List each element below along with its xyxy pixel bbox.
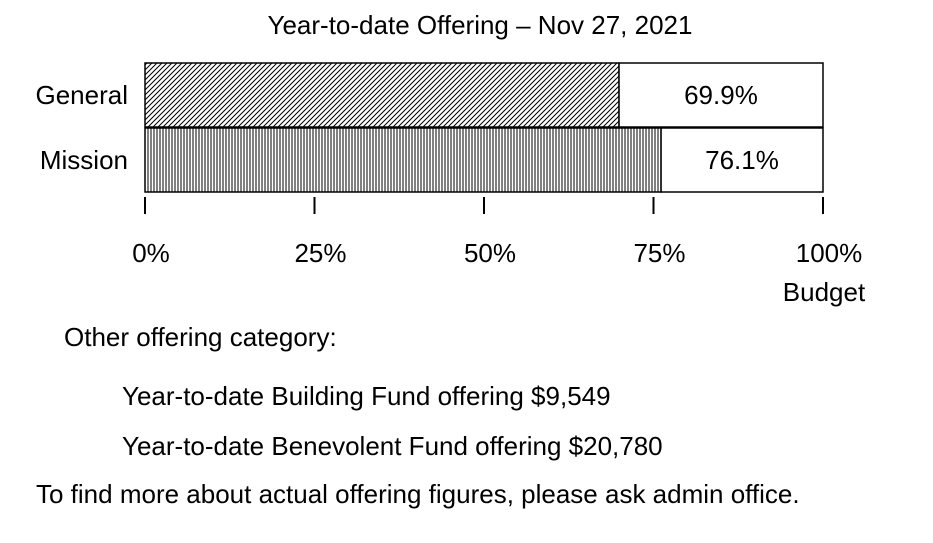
other-category-heading: Other offering category: xyxy=(64,322,337,352)
category-label-mission: Mission xyxy=(40,145,128,175)
admin-office-note: To find more about actual offering figur… xyxy=(36,479,800,509)
bar-remaining-mission xyxy=(660,127,824,193)
building-fund-line: Year-to-date Building Fund offering $9,5… xyxy=(122,381,611,411)
x-tick-label-50: 50% xyxy=(464,238,516,268)
x-axis: 0% 25% 50% 75% 100% Budget xyxy=(132,197,866,307)
chart-title: Year-to-date Offering – Nov 27, 2021 xyxy=(268,10,693,40)
x-tick-label-100: 100% xyxy=(796,238,863,268)
offering-chart: Year-to-date Offering – Nov 27, 2021 Gen… xyxy=(36,10,866,307)
bar-achieved-mission xyxy=(144,127,662,193)
value-label-general: 69.9% xyxy=(684,80,758,110)
value-label-mission: 76.1% xyxy=(705,145,779,175)
benevolent-fund-line: Year-to-date Benevolent Fund offering $2… xyxy=(122,431,663,461)
category-label-general: General xyxy=(36,80,129,110)
x-tick-label-75: 75% xyxy=(633,238,685,268)
bar-remaining-general xyxy=(618,62,824,128)
x-axis-label: Budget xyxy=(783,277,866,307)
bar-achieved-general xyxy=(144,62,620,128)
x-tick-label-25: 25% xyxy=(294,238,346,268)
x-tick-label-0: 0% xyxy=(132,238,170,268)
bars-layer: General 69.9% Mission 76.1% xyxy=(36,62,824,193)
